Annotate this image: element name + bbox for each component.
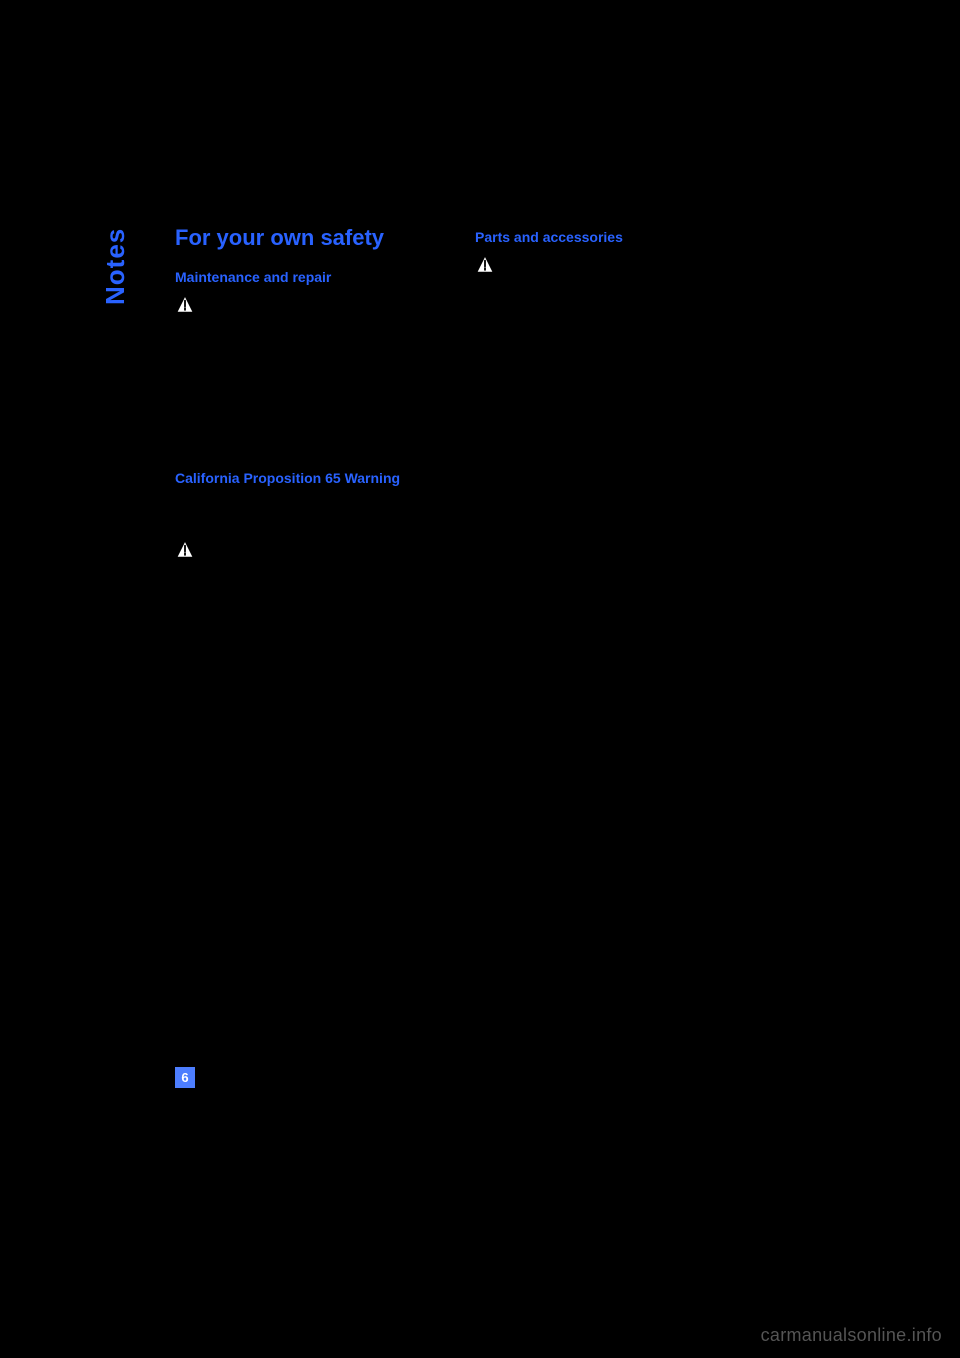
subsection-prop65-title: California Proposition 65 Warning — [175, 470, 465, 486]
left-column: For your own safety Maintenance and repa… — [175, 225, 465, 816]
warning-triangle-icon — [475, 254, 495, 274]
maintenance-warning-paragraph: Advanced technology, e.g. the use of mod… — [175, 293, 465, 456]
prop65-text: Engine exhaust and a wide variety of aut… — [175, 540, 464, 806]
prop65-warning-paragraph: Engine exhaust and a wide variety of aut… — [175, 538, 465, 809]
parts-text-1: BMW recommends using parts and accessori… — [475, 255, 762, 773]
subsection-maintenance-title: Maintenance and repair — [175, 269, 465, 285]
right-column: Parts and accessories BMW recommends usi… — [475, 225, 765, 866]
maintenance-text: Advanced technology, e.g. the use of mod… — [175, 295, 464, 453]
end-marker-icon: ◄ — [212, 792, 223, 809]
parts-paragraph-2: ▷ Maintenance, replacement, or repair of… — [475, 784, 765, 859]
watermark-text: carmanualsonline.info — [761, 1325, 942, 1346]
parts-warning-paragraph: BMW recommends using parts and accessori… — [475, 253, 765, 776]
warning-triangle-icon — [175, 294, 195, 314]
end-marker-icon: ◄ — [720, 842, 731, 859]
page-number-badge: 6 — [175, 1067, 195, 1088]
end-marker-icon: ◄ — [451, 439, 462, 456]
page-symbol-icon: ▷ — [475, 784, 497, 804]
section-title: For your own safety — [175, 225, 465, 251]
end-marker-icon: ◄ — [598, 759, 609, 776]
warning-triangle-icon — [175, 539, 195, 559]
subsection-parts-title: Parts and accessories — [475, 229, 765, 245]
prop65-intro: California laws require us to state the … — [175, 494, 465, 530]
sidebar-section-label: Notes — [100, 228, 131, 305]
page-content: Notes For your own safety Maintenance an… — [110, 200, 830, 1150]
parts-text-2: Maintenance, replacement, or repair of t… — [475, 786, 756, 856]
